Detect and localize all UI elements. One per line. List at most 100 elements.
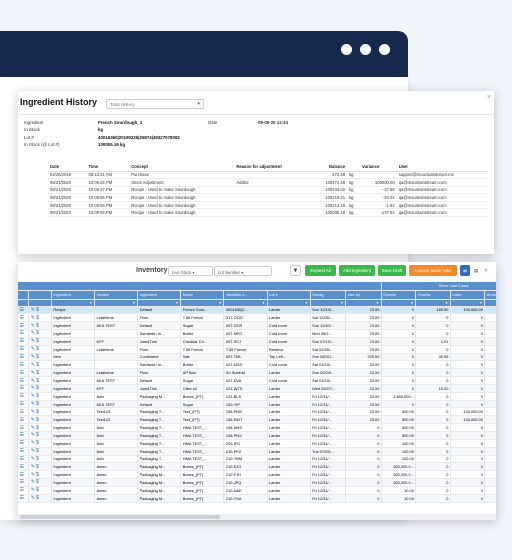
grid-column-header[interactable]: Ingredient [51, 290, 96, 300]
edit-icon[interactable]: ✎ $ [28, 337, 52, 346]
column-filter-icon[interactable]: ▼ [450, 299, 486, 307]
row-menu-icon[interactable]: ☰ [18, 392, 30, 401]
edit-icon[interactable]: ✎ $ [28, 423, 52, 432]
edit-icon[interactable]: ✎ $ [28, 376, 52, 385]
column-filter-icon[interactable]: ▼ [180, 299, 225, 307]
grid-column-header[interactable]: Purcha [415, 290, 451, 300]
edit-icon[interactable]: ✎ $ [28, 455, 52, 464]
row-menu-icon[interactable]: ☰ [18, 462, 30, 472]
table-row[interactable]: ☰ ✎ $ Ingredient AKA TEST Default Sugar 150-YI… [18, 400, 496, 409]
edit-icon[interactable]: ✎ $ [28, 313, 52, 323]
grid-column-header[interactable] [18, 290, 30, 300]
grid-column-header[interactable]: Name [180, 290, 225, 300]
row-menu-icon[interactable]: ☰ [18, 415, 30, 425]
row-menu-icon[interactable]: ☰ [18, 306, 30, 315]
edit-icon[interactable]: ✎ $ [28, 431, 52, 440]
table-row[interactable]: ☰ ✎ $ Ingredient AKA TEST Default Sugar 007-GC… [18, 321, 496, 331]
table-row[interactable]: ☰ ✎ $ Ingredient Test123 Packaging T... Test_… [18, 415, 496, 425]
column-filter-icon[interactable]: ▼ [223, 299, 268, 307]
table-row[interactable]: ☰ ✎ $ Ingredient Amec Packaging M... Boxes_(P… [18, 470, 496, 480]
table-row[interactable]: ☰ ✎ $ Ingredient KFF Jam&Tins Cheddar Ch... 00… [18, 337, 496, 346]
edit-icon[interactable]: ✎ $ [28, 462, 52, 472]
table-row[interactable]: ☰ ✎ $ Ingredient Leathams Flour AP flour Sri S… [18, 368, 496, 378]
horizontal-scrollbar[interactable] [18, 514, 496, 520]
edit-icon[interactable]: ✎ $ [28, 360, 52, 370]
row-menu-icon[interactable]: ☰ [18, 360, 30, 370]
row-menu-icon[interactable]: ☰ [18, 407, 30, 417]
row-menu-icon[interactable]: ☰ [18, 486, 30, 495]
column-filter-icon[interactable]: ▼ [415, 299, 451, 307]
edit-icon[interactable]: ✎ $ [28, 353, 52, 362]
table-row[interactable]: ☰ ✎ $ Ingredient Anix Packaging T... HMA TEST… [18, 447, 496, 456]
grid-column-header[interactable]: Amount [484, 290, 496, 300]
column-filter-icon[interactable] [18, 299, 30, 307]
column-filter-icon[interactable]: ▼ [94, 299, 139, 307]
column-filter-icon[interactable] [28, 299, 52, 307]
table-row[interactable]: ☰ ✎ $ Ingredient Sandwich In... Butter 007-NP… [18, 329, 496, 338]
column-filter-icon[interactable]: ▼ [381, 299, 417, 307]
edit-icon[interactable]: ✎ $ [28, 321, 52, 331]
column-filter-icon[interactable]: ▼ [310, 299, 347, 307]
history-filter-select[interactable]: Total History ▾ [106, 99, 204, 109]
commit-stock-take-button[interactable]: Commit Stock Take [409, 265, 457, 276]
row-menu-icon[interactable]: ☰ [18, 455, 30, 464]
row-menu-icon[interactable]: ☰ [18, 494, 30, 503]
column-filter-icon[interactable]: ▼ [345, 299, 382, 307]
row-menu-icon[interactable]: ☰ [18, 384, 30, 393]
row-menu-icon[interactable]: ☰ [18, 345, 30, 354]
close-icon[interactable]: × [486, 94, 491, 101]
edit-icon[interactable]: ✎ $ [28, 439, 52, 448]
row-menu-icon[interactable]: ☰ [18, 470, 30, 480]
grid-column-header[interactable]: Ingredient [137, 290, 182, 300]
edit-icon[interactable]: ✎ $ [28, 415, 52, 425]
edit-icon[interactable]: ✎ $ [28, 306, 52, 315]
edit-icon[interactable]: ✎ $ [28, 392, 52, 401]
view-select[interactable]: Live Stock ▾ [168, 266, 213, 276]
table-row[interactable]: ☰ ✎ $ Ingredient Amec Packaging M... Boxes_(P… [18, 494, 496, 503]
table-row[interactable]: ☰ ✎ $ Ingredient Amec Packaging M... Boxes_(P… [18, 462, 496, 472]
row-menu-icon[interactable]: ☰ [18, 313, 30, 323]
row-menu-icon[interactable]: ☰ [18, 329, 30, 338]
table-row[interactable]: ☰ ✎ $ Ingredient Amec Packaging M... Boxes_(P… [18, 478, 496, 487]
edit-icon[interactable]: ✎ $ [28, 407, 52, 417]
row-menu-icon[interactable]: ☰ [18, 400, 30, 409]
filter-icon[interactable]: ▼ [290, 265, 301, 276]
grid-column-header[interactable]: Openin [381, 290, 417, 300]
help-icon[interactable]: ? [484, 268, 488, 273]
row-menu-icon[interactable]: ☰ [18, 431, 30, 440]
edit-icon[interactable]: ✎ $ [28, 486, 52, 495]
print-icon[interactable]: ▤ [473, 268, 479, 273]
row-menu-icon[interactable]: ☰ [18, 478, 30, 487]
lot-select[interactable]: Lot Number ▾ [214, 266, 272, 276]
table-row[interactable]: ☰ ✎ $ Item Condiment Salt 007-TML Top Left... S… [18, 353, 496, 362]
table-row[interactable]: ☰ ✎ $ Ingredient Anix Packaging T... HMA TEST… [18, 439, 496, 448]
column-filter-icon[interactable]: ▼ [267, 299, 311, 307]
row-menu-icon[interactable]: ☰ [18, 439, 30, 448]
row-menu-icon[interactable]: ☰ [18, 376, 30, 385]
table-row[interactable]: ☰ ✎ $ Ingredient Anix Packaging T... HMA TEST… [18, 455, 496, 464]
add-ingredient-button[interactable]: Add Ingredient [339, 265, 375, 276]
edit-icon[interactable]: ✎ $ [28, 384, 52, 393]
scrollbar-thumb[interactable] [20, 515, 220, 519]
row-menu-icon[interactable]: ☰ [18, 423, 30, 432]
row-menu-icon[interactable]: ☰ [18, 447, 30, 456]
table-row[interactable]: ☰ ✎ $ Ingredient Anix Packaging T... HMA TEST… [18, 431, 496, 440]
edit-icon[interactable]: ✎ $ [28, 400, 52, 409]
row-menu-icon[interactable]: ☰ [18, 353, 30, 362]
edit-icon[interactable]: ✎ $ [28, 345, 52, 354]
grid-column-header[interactable]: Lot # [267, 290, 311, 300]
grid-column-header[interactable]: Used [450, 290, 486, 300]
column-filter-icon[interactable]: ▼ [51, 299, 96, 307]
table-row[interactable]: ☰ ✎ $ Ingredient Leathams Flour T.55 French 31… [18, 313, 496, 323]
row-menu-icon[interactable]: ☰ [18, 337, 30, 346]
table-row[interactable]: ☰ ✎ $ Ingredient Amec Packaging M... Boxes_(P… [18, 486, 496, 495]
edit-icon[interactable]: ✎ $ [28, 368, 52, 378]
edit-icon[interactable]: ✎ $ [28, 329, 52, 338]
column-filter-icon[interactable]: ▼ [484, 299, 496, 307]
row-menu-icon[interactable]: ☰ [18, 368, 30, 378]
edit-icon[interactable]: ✎ $ [28, 478, 52, 487]
table-row[interactable]: ☰ ✎ $ Ingredient Anix Packaging T... HMA TEST… [18, 423, 496, 432]
edit-icon[interactable]: ✎ $ [28, 494, 52, 503]
expand-all-button[interactable]: Expand All [305, 265, 336, 276]
grid-column-header[interactable]: Vendor [94, 290, 139, 300]
